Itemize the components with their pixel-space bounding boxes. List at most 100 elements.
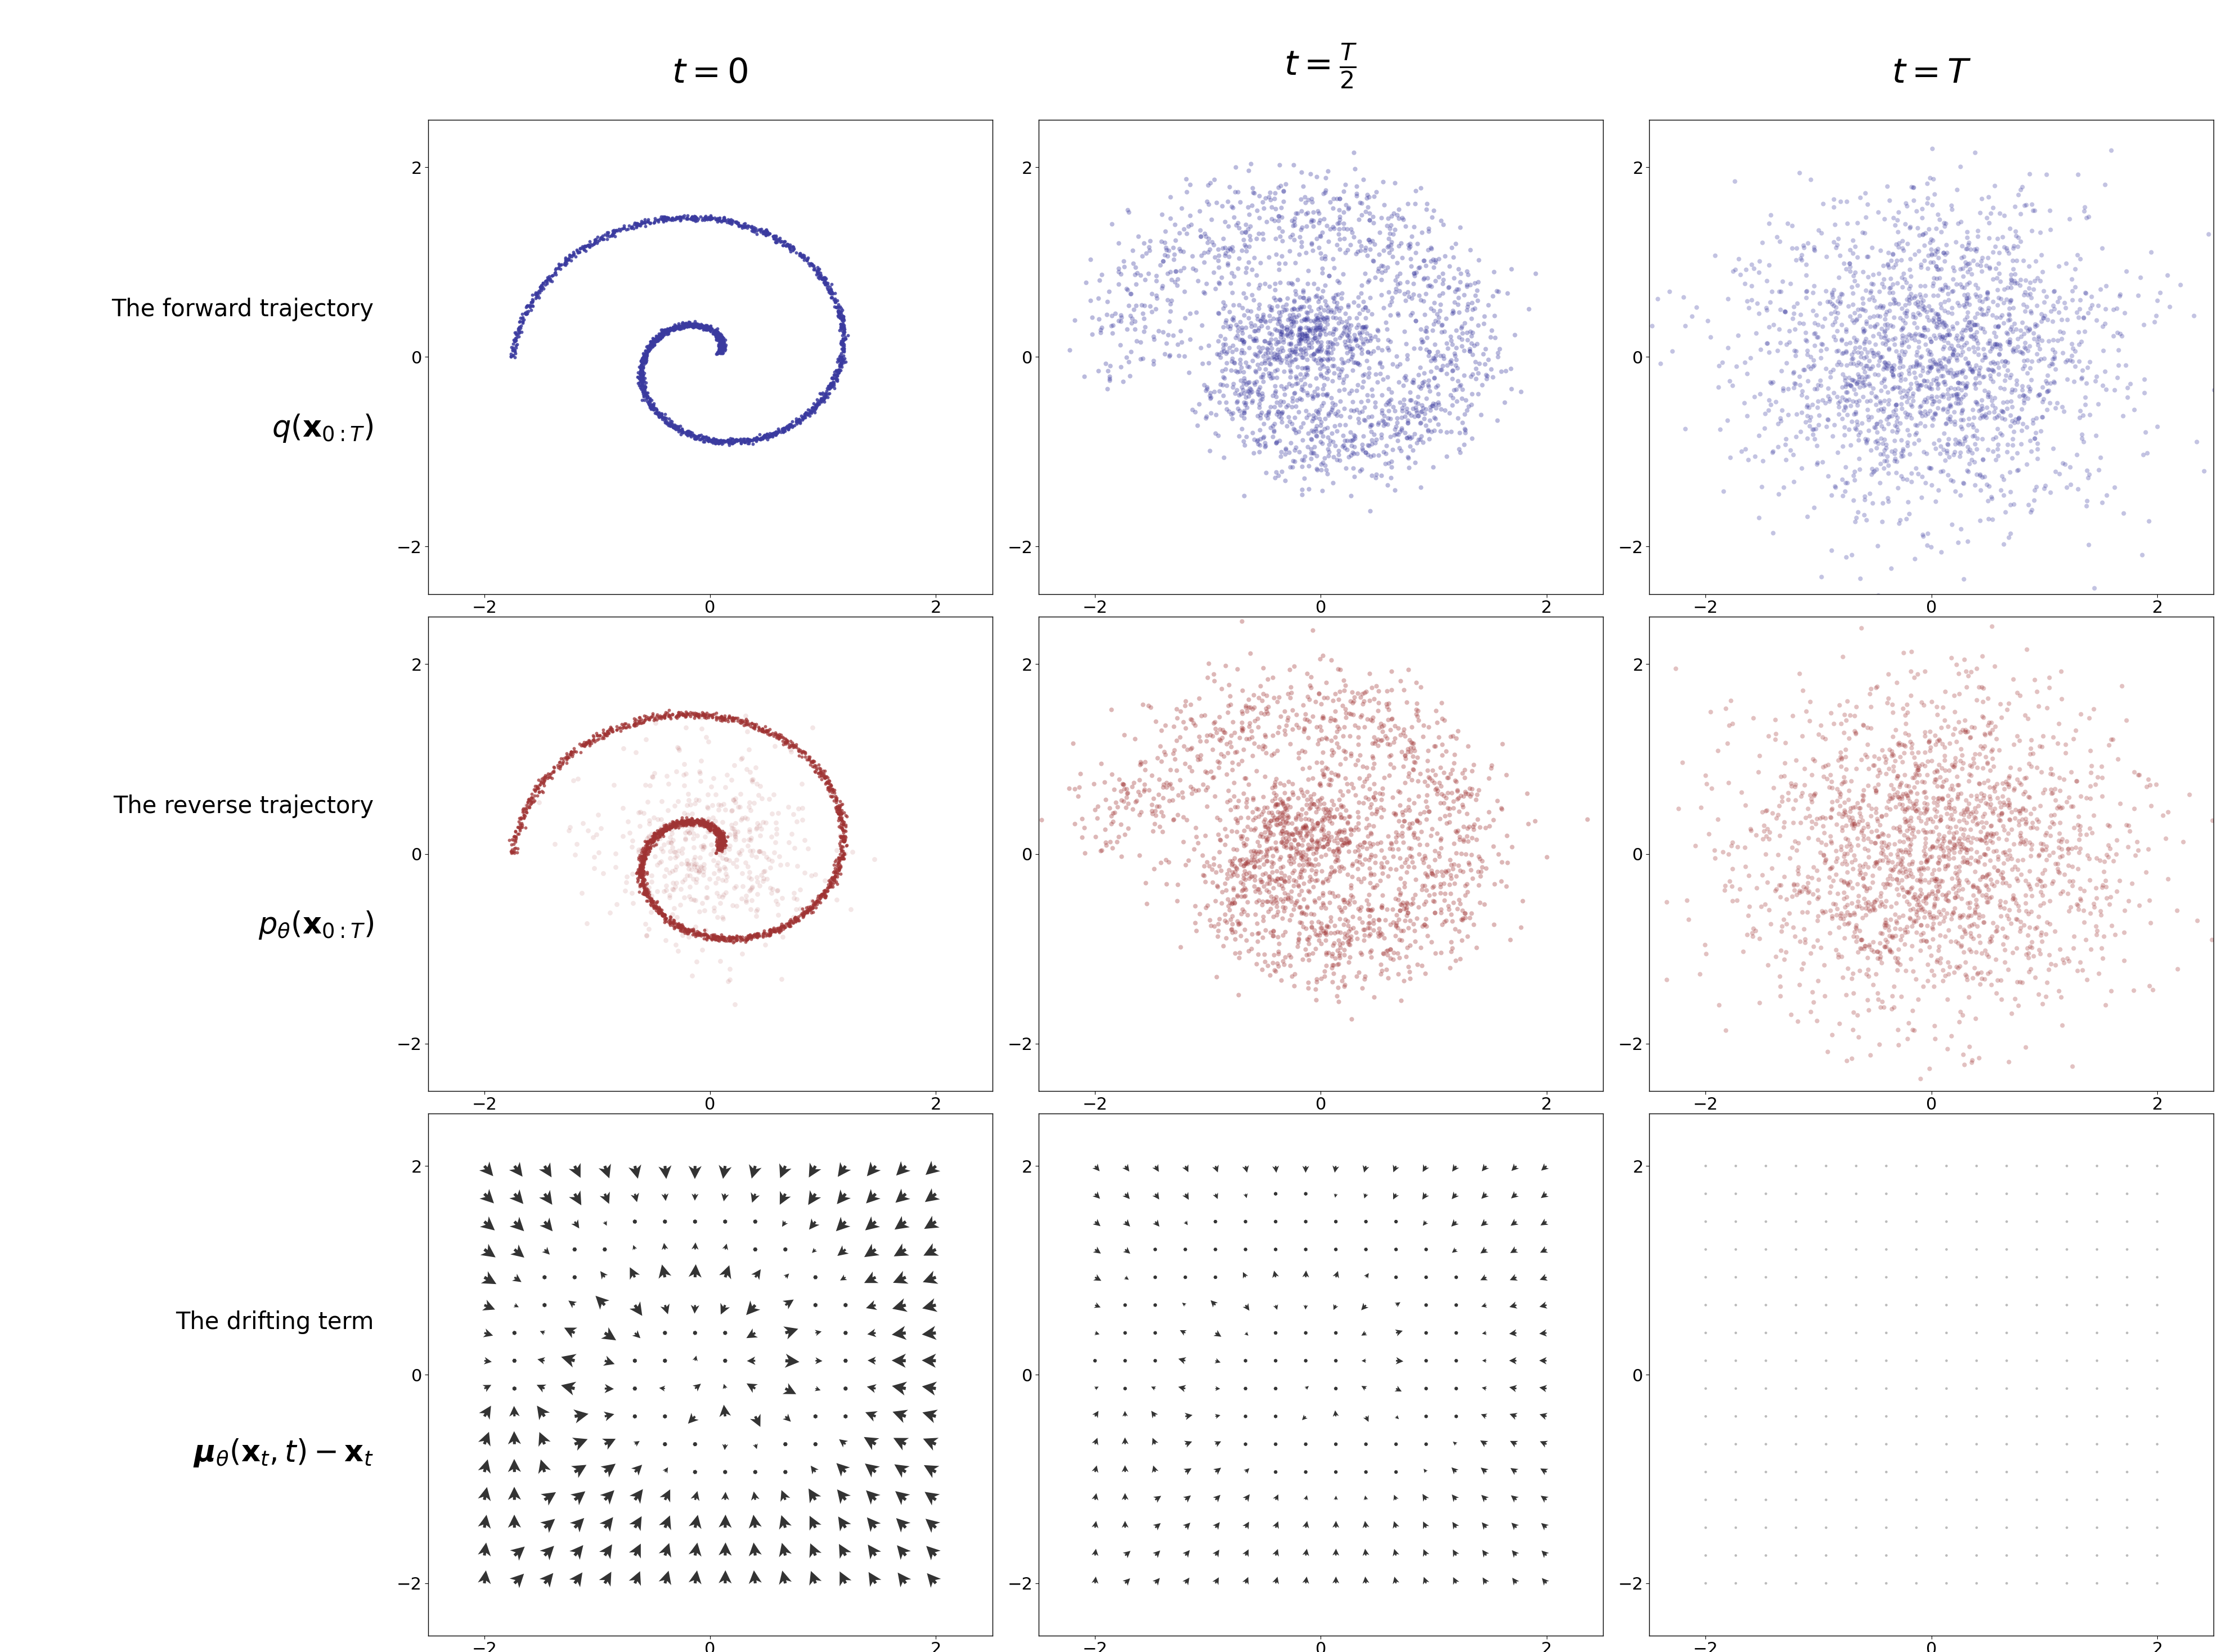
Point [1357,183,1393,210]
Point [1896,1018,1932,1044]
Point [646,818,682,844]
Point [1800,885,1836,912]
Point [742,426,778,453]
Point [823,352,859,378]
Point [628,383,664,410]
Point [1813,700,1849,727]
Point [1263,339,1299,365]
Point [711,208,747,235]
Point [1914,226,1950,253]
Point [1102,811,1138,838]
Point [1304,316,1339,342]
Point [1118,788,1154,814]
Point [1894,730,1930,757]
Point [1389,287,1424,314]
Point [1290,453,1326,479]
Point [803,388,838,415]
Point [704,904,740,930]
Point [1883,367,1918,393]
Point [669,811,704,838]
Point [731,790,767,816]
Point [1275,821,1310,847]
Point [1308,725,1344,752]
Point [704,823,740,849]
Point [644,322,680,349]
Point [709,833,745,859]
Point [1889,795,1925,821]
Point [1201,236,1237,263]
Point [639,401,675,428]
Point [1214,332,1250,358]
Point [1319,952,1355,978]
Point [1829,330,1865,357]
Point [1288,287,1324,314]
Point [1333,335,1368,362]
Point [1348,836,1384,862]
Point [1965,674,2001,700]
Point [604,712,639,738]
Point [1878,814,1914,841]
Point [2028,922,2064,948]
Point [622,836,657,862]
Point [1773,271,1809,297]
Point [1827,421,1863,448]
Point [1793,786,1829,813]
Point [519,775,555,801]
Point [1286,464,1321,491]
Point [760,800,796,826]
Point [747,859,783,885]
Point [803,760,838,786]
Point [1283,324,1319,350]
Point [2028,970,2064,996]
Point [1234,175,1270,202]
Point [805,382,841,408]
Point [1248,327,1283,354]
Point [805,269,841,296]
Point [803,259,838,286]
Point [1952,352,1988,378]
Point [2030,377,2066,403]
Point [1351,762,1386,788]
Point [1715,856,1751,882]
Point [1315,738,1351,765]
Point [1221,912,1257,938]
Point [778,733,814,760]
Point [1393,433,1429,459]
Point [742,838,778,864]
Point [1977,312,2012,339]
Point [1102,778,1138,805]
Point [1317,803,1353,829]
Point [1883,816,1918,843]
Point [816,864,852,890]
Point [1948,707,1983,733]
Point [1936,748,1972,775]
Point [718,705,754,732]
Point [1977,385,2012,411]
Point [626,377,662,403]
Point [1934,314,1970,340]
Point [666,811,702,838]
Point [713,426,749,453]
Point [1751,826,1787,852]
Point [1825,312,1860,339]
Point [1963,965,1999,991]
Point [675,813,711,839]
Point [1438,377,1474,403]
Point [2048,945,2084,971]
Point [2050,306,2086,332]
Point [1912,818,1948,844]
Point [789,248,825,274]
Point [501,319,537,345]
Point [707,707,742,733]
Point [1918,487,1954,514]
Point [624,854,660,881]
Point [637,831,673,857]
Point [747,719,783,745]
Point [1266,771,1301,798]
Point [1313,299,1348,325]
Point [1288,813,1324,839]
Point [633,828,669,854]
Point [1981,249,2017,276]
Point [1436,332,1471,358]
Point [749,220,785,246]
